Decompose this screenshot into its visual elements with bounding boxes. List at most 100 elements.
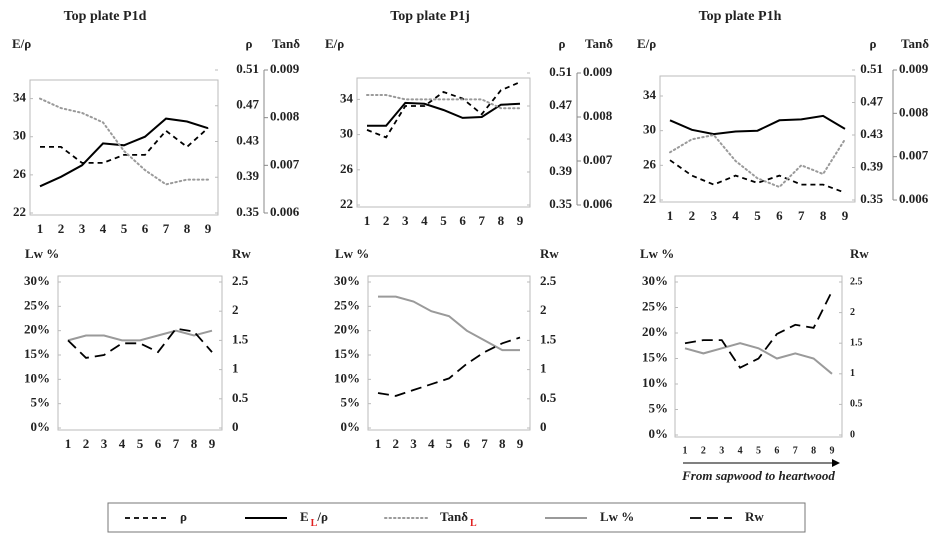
x-tick-label: 4 [100, 221, 107, 236]
x-tick-label: 2 [689, 208, 696, 223]
y-tick-label: 20% [24, 322, 50, 337]
chart-title: Top plate P1j [390, 9, 470, 24]
legend-label-part: L [470, 518, 477, 529]
y2-tick-label: 0.47 [860, 93, 883, 108]
x-tick-label: 1 [683, 445, 688, 456]
y2-tick-label: 0.5 [540, 390, 557, 405]
series-line [366, 81, 521, 139]
y2-tick-label: 0.35 [860, 191, 883, 206]
y-tick-label: 30% [642, 273, 668, 288]
plot-area [367, 275, 531, 431]
plot-area [674, 275, 843, 438]
y-tick-label: 10% [24, 370, 50, 385]
plot-area [659, 75, 856, 203]
x-tick-label: 6 [464, 436, 471, 451]
y2-tick-label: 0.43 [236, 132, 259, 147]
x-tick-label: 3 [719, 445, 724, 456]
y2-axis-label: Rw [540, 246, 559, 261]
y3-tick-label: 0.006 [899, 191, 929, 206]
x-tick-label: 8 [184, 221, 191, 236]
y-tick-label: 34 [13, 90, 27, 105]
y-tick-label: 22 [13, 204, 26, 219]
arrow-head [832, 459, 840, 467]
y2-axis-label: Rw [850, 246, 869, 261]
y3-tick-label: 0.008 [270, 109, 300, 124]
y-tick-label: 5% [31, 395, 51, 410]
series-line [39, 117, 209, 188]
plot-area [29, 79, 219, 216]
y2-tick-label: 0.35 [549, 196, 572, 211]
x-tick-label: 9 [517, 213, 524, 228]
x-tick-label: 1 [667, 208, 674, 223]
x-tick-label: 5 [440, 213, 447, 228]
y2-tick-label: 1.5 [850, 337, 863, 348]
y-tick-label: 30% [24, 273, 50, 288]
x-tick-label: 7 [798, 208, 805, 223]
y2-tick-label: 0.47 [549, 97, 572, 112]
y-tick-label: 22 [643, 191, 656, 206]
series-line [67, 329, 213, 342]
x-tick-label: 1 [364, 213, 371, 228]
y-tick-label: 5% [341, 395, 361, 410]
y2-axis-label: ρ [870, 36, 877, 51]
y2-tick-label: 0.51 [549, 64, 572, 79]
y-axis-label: E/ρ [637, 36, 656, 51]
x-tick-label: 1 [375, 436, 382, 451]
legend-label-part: E [300, 509, 309, 524]
x-tick-label: 3 [410, 436, 417, 451]
y3-tick-label: 0.009 [270, 61, 300, 76]
y-tick-label: 20% [642, 324, 668, 339]
x-tick-label: 4 [738, 445, 743, 456]
x-tick-label: 8 [499, 436, 506, 451]
x-tick-label: 2 [701, 445, 706, 456]
x-tick-label: 7 [163, 221, 170, 236]
y-tick-label: 30 [643, 122, 656, 137]
y2-tick-label: 0.47 [236, 97, 259, 112]
x-tick-label: 9 [830, 445, 835, 456]
x-tick-label: 3 [402, 213, 409, 228]
x-tick-label: 5 [121, 221, 128, 236]
legend-label: Rw [745, 509, 764, 524]
x-tick-label: 6 [459, 213, 466, 228]
y-tick-label: 20% [334, 322, 360, 337]
y2-tick-label: 0.39 [236, 168, 259, 183]
y3-axis-label: Tanδ [272, 36, 300, 51]
y2-tick-label: 2.5 [540, 273, 557, 288]
legend-box [107, 502, 806, 533]
y-tick-label: 22 [340, 196, 353, 211]
y-tick-label: 10% [334, 370, 360, 385]
x-tick-label: 2 [393, 436, 400, 451]
x-tick-label: 8 [820, 208, 827, 223]
y2-tick-label: 1.5 [540, 331, 557, 346]
x-tick-label: 9 [205, 221, 212, 236]
y2-tick-label: 0.43 [860, 126, 883, 141]
legend-label: E L/ρ [300, 509, 328, 529]
y-tick-label: 15% [642, 349, 668, 364]
series-line [40, 127, 209, 164]
y-axis-label: Lw % [640, 246, 674, 261]
y3-tick-label: 0.007 [270, 156, 300, 171]
y2-tick-label: 0.43 [549, 130, 572, 145]
plot-area [57, 275, 223, 431]
series-line [684, 342, 833, 375]
x-tick-label: 7 [479, 213, 486, 228]
x-tick-label: 5 [137, 436, 144, 451]
y3-tick-label: 0.008 [583, 108, 613, 123]
series-line [669, 114, 846, 136]
x-tick-label: 5 [756, 445, 761, 456]
y-tick-label: 5% [649, 400, 669, 415]
y-tick-label: 26 [340, 161, 354, 176]
x-tick-label: 5 [754, 208, 761, 223]
y3-tick-label: 0.006 [583, 196, 613, 211]
y-tick-label: 26 [643, 156, 657, 171]
y-tick-label: 0% [341, 419, 361, 434]
plot-area [356, 77, 531, 208]
x-tick-label: 1 [37, 221, 44, 236]
x-tick-label: 2 [83, 436, 90, 451]
x-tick-label: 3 [79, 221, 86, 236]
series-line [67, 327, 213, 359]
y2-tick-label: 1 [232, 361, 239, 376]
legend-label-part: Rw [745, 509, 764, 524]
y3-tick-label: 0.006 [270, 204, 300, 219]
